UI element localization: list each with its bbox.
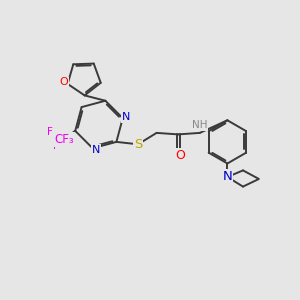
Text: N: N — [92, 145, 100, 155]
Text: NH: NH — [192, 120, 208, 130]
Text: N: N — [223, 170, 232, 184]
Text: F: F — [47, 128, 53, 137]
Text: F: F — [63, 133, 69, 143]
Text: S: S — [134, 138, 142, 151]
Text: N: N — [122, 112, 130, 122]
Text: CF₃: CF₃ — [54, 133, 74, 146]
Text: F: F — [53, 141, 59, 151]
Text: O: O — [175, 149, 184, 162]
Text: O: O — [60, 77, 68, 88]
